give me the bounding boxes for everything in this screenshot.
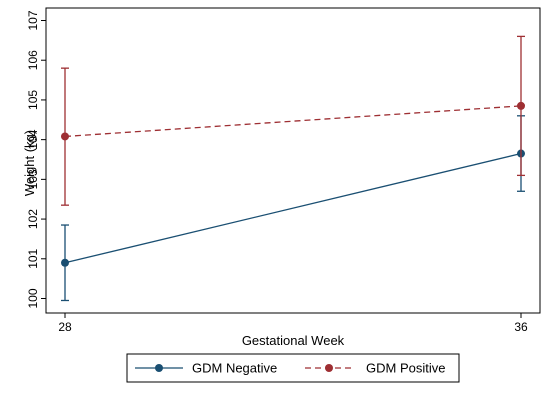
series-layer [61, 35, 525, 302]
y-tick-label: 105 [26, 90, 40, 110]
y-tick-label: 102 [26, 209, 40, 229]
legend-label-gdm-negative: GDM Negative [192, 361, 277, 376]
series-line [64, 152, 522, 264]
plot-area [45, 7, 541, 314]
series-line [64, 105, 522, 138]
x-axis: 28 36 [58, 313, 528, 334]
y-axis-title: Weight (kg) [22, 130, 37, 196]
x-tick-label: 28 [58, 320, 72, 334]
y-tick-label: 100 [26, 288, 40, 308]
y-axis: 100 101 102 103 104 105 106 107 [26, 10, 46, 309]
y-tick-label: 101 [26, 248, 40, 268]
legend-marker-gdm-positive [325, 364, 333, 372]
y-tick-label: 103 [26, 169, 40, 189]
y-tick-label: 106 [26, 50, 40, 70]
data-point [61, 132, 69, 141]
series-gdm-positive [61, 35, 525, 206]
x-tick-label: 36 [514, 320, 528, 334]
legend-label-gdm-positive: GDM Positive [366, 361, 445, 376]
legend-marker-gdm-negative [155, 364, 163, 372]
x-axis-title: Gestational Week [242, 333, 345, 348]
y-tick-label: 107 [26, 10, 40, 30]
data-point [517, 101, 525, 110]
legend: GDM Negative GDM Positive [126, 353, 460, 383]
data-point [61, 258, 69, 267]
y-tick-label: 104 [26, 129, 40, 149]
